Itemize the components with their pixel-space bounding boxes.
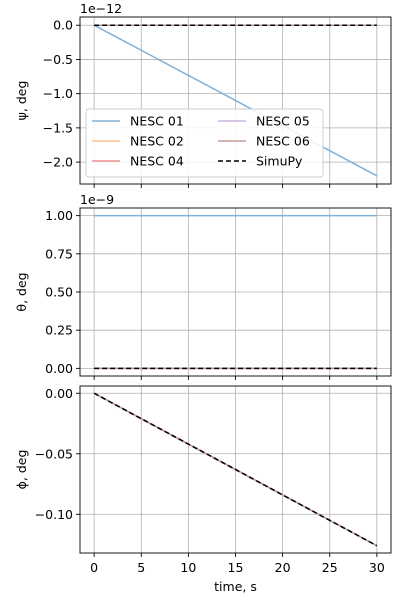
y-tick-label: 1.00 (45, 208, 73, 223)
panel-2: 0.00 0.25 0.50 0.75 1.00 θ, deg 1e−9 (14, 192, 392, 380)
x-tick-label: 5 (137, 560, 145, 575)
series-line-simupy (93, 392, 378, 547)
legend-entry-label: NESC 05 (256, 114, 310, 129)
x-tick-label: 15 (228, 560, 244, 575)
y-tick-label: −1.0 (43, 86, 73, 101)
y-tick-label: 0.00 (45, 386, 73, 401)
x-tick-label: 30 (369, 560, 385, 575)
axis-offset-text: 1e−9 (80, 192, 114, 207)
legend-entry-label: NESC 04 (130, 154, 184, 169)
y-tick-label: −0.05 (35, 446, 73, 461)
y-tick-label: −0.5 (43, 52, 73, 67)
y-axis-label: θ, deg (14, 272, 29, 311)
y-axis-label: ϕ, deg (14, 450, 29, 490)
legend-entry-label: NESC 06 (256, 134, 310, 149)
x-axis-label: time, s (214, 579, 257, 594)
series-line-nesc-01 (93, 24, 378, 177)
y-axis-label: ψ, deg (14, 81, 29, 121)
y-tick-label: 0.00 (45, 361, 73, 376)
x-tick-label: 20 (275, 560, 291, 575)
series-group (94, 214, 377, 370)
x-tick-label: 10 (180, 560, 196, 575)
legend-entry-label: SimuPy (256, 154, 303, 169)
y-tick-label: 0.0 (53, 18, 73, 33)
x-tick-label: 25 (322, 560, 338, 575)
series-group (93, 392, 378, 547)
y-tick-label: −2.0 (43, 155, 73, 170)
legend-entry-label: NESC 01 (130, 114, 184, 129)
y-tick-label: 0.75 (45, 246, 73, 261)
y-tick-label: 0.50 (45, 285, 73, 300)
legend-box (85, 108, 324, 178)
y-tick-label: −0.10 (35, 507, 73, 522)
panel-3: 0.00 −0.05 −0.10 0 5 10 15 20 25 30 ϕ, deg (14, 385, 392, 575)
legend: NESC 01 NESC 02 NESC 04 NESC 05 NESC 06 SimuP… (85, 108, 324, 178)
y-tick-label: −1.5 (43, 120, 73, 135)
y-tick-label: 0.25 (45, 323, 73, 338)
series-group (93, 24, 378, 177)
legend-entry-label: NESC 02 (130, 134, 184, 149)
axis-offset-text: 1e−12 (80, 1, 122, 16)
x-tick-label: 0 (90, 560, 98, 575)
